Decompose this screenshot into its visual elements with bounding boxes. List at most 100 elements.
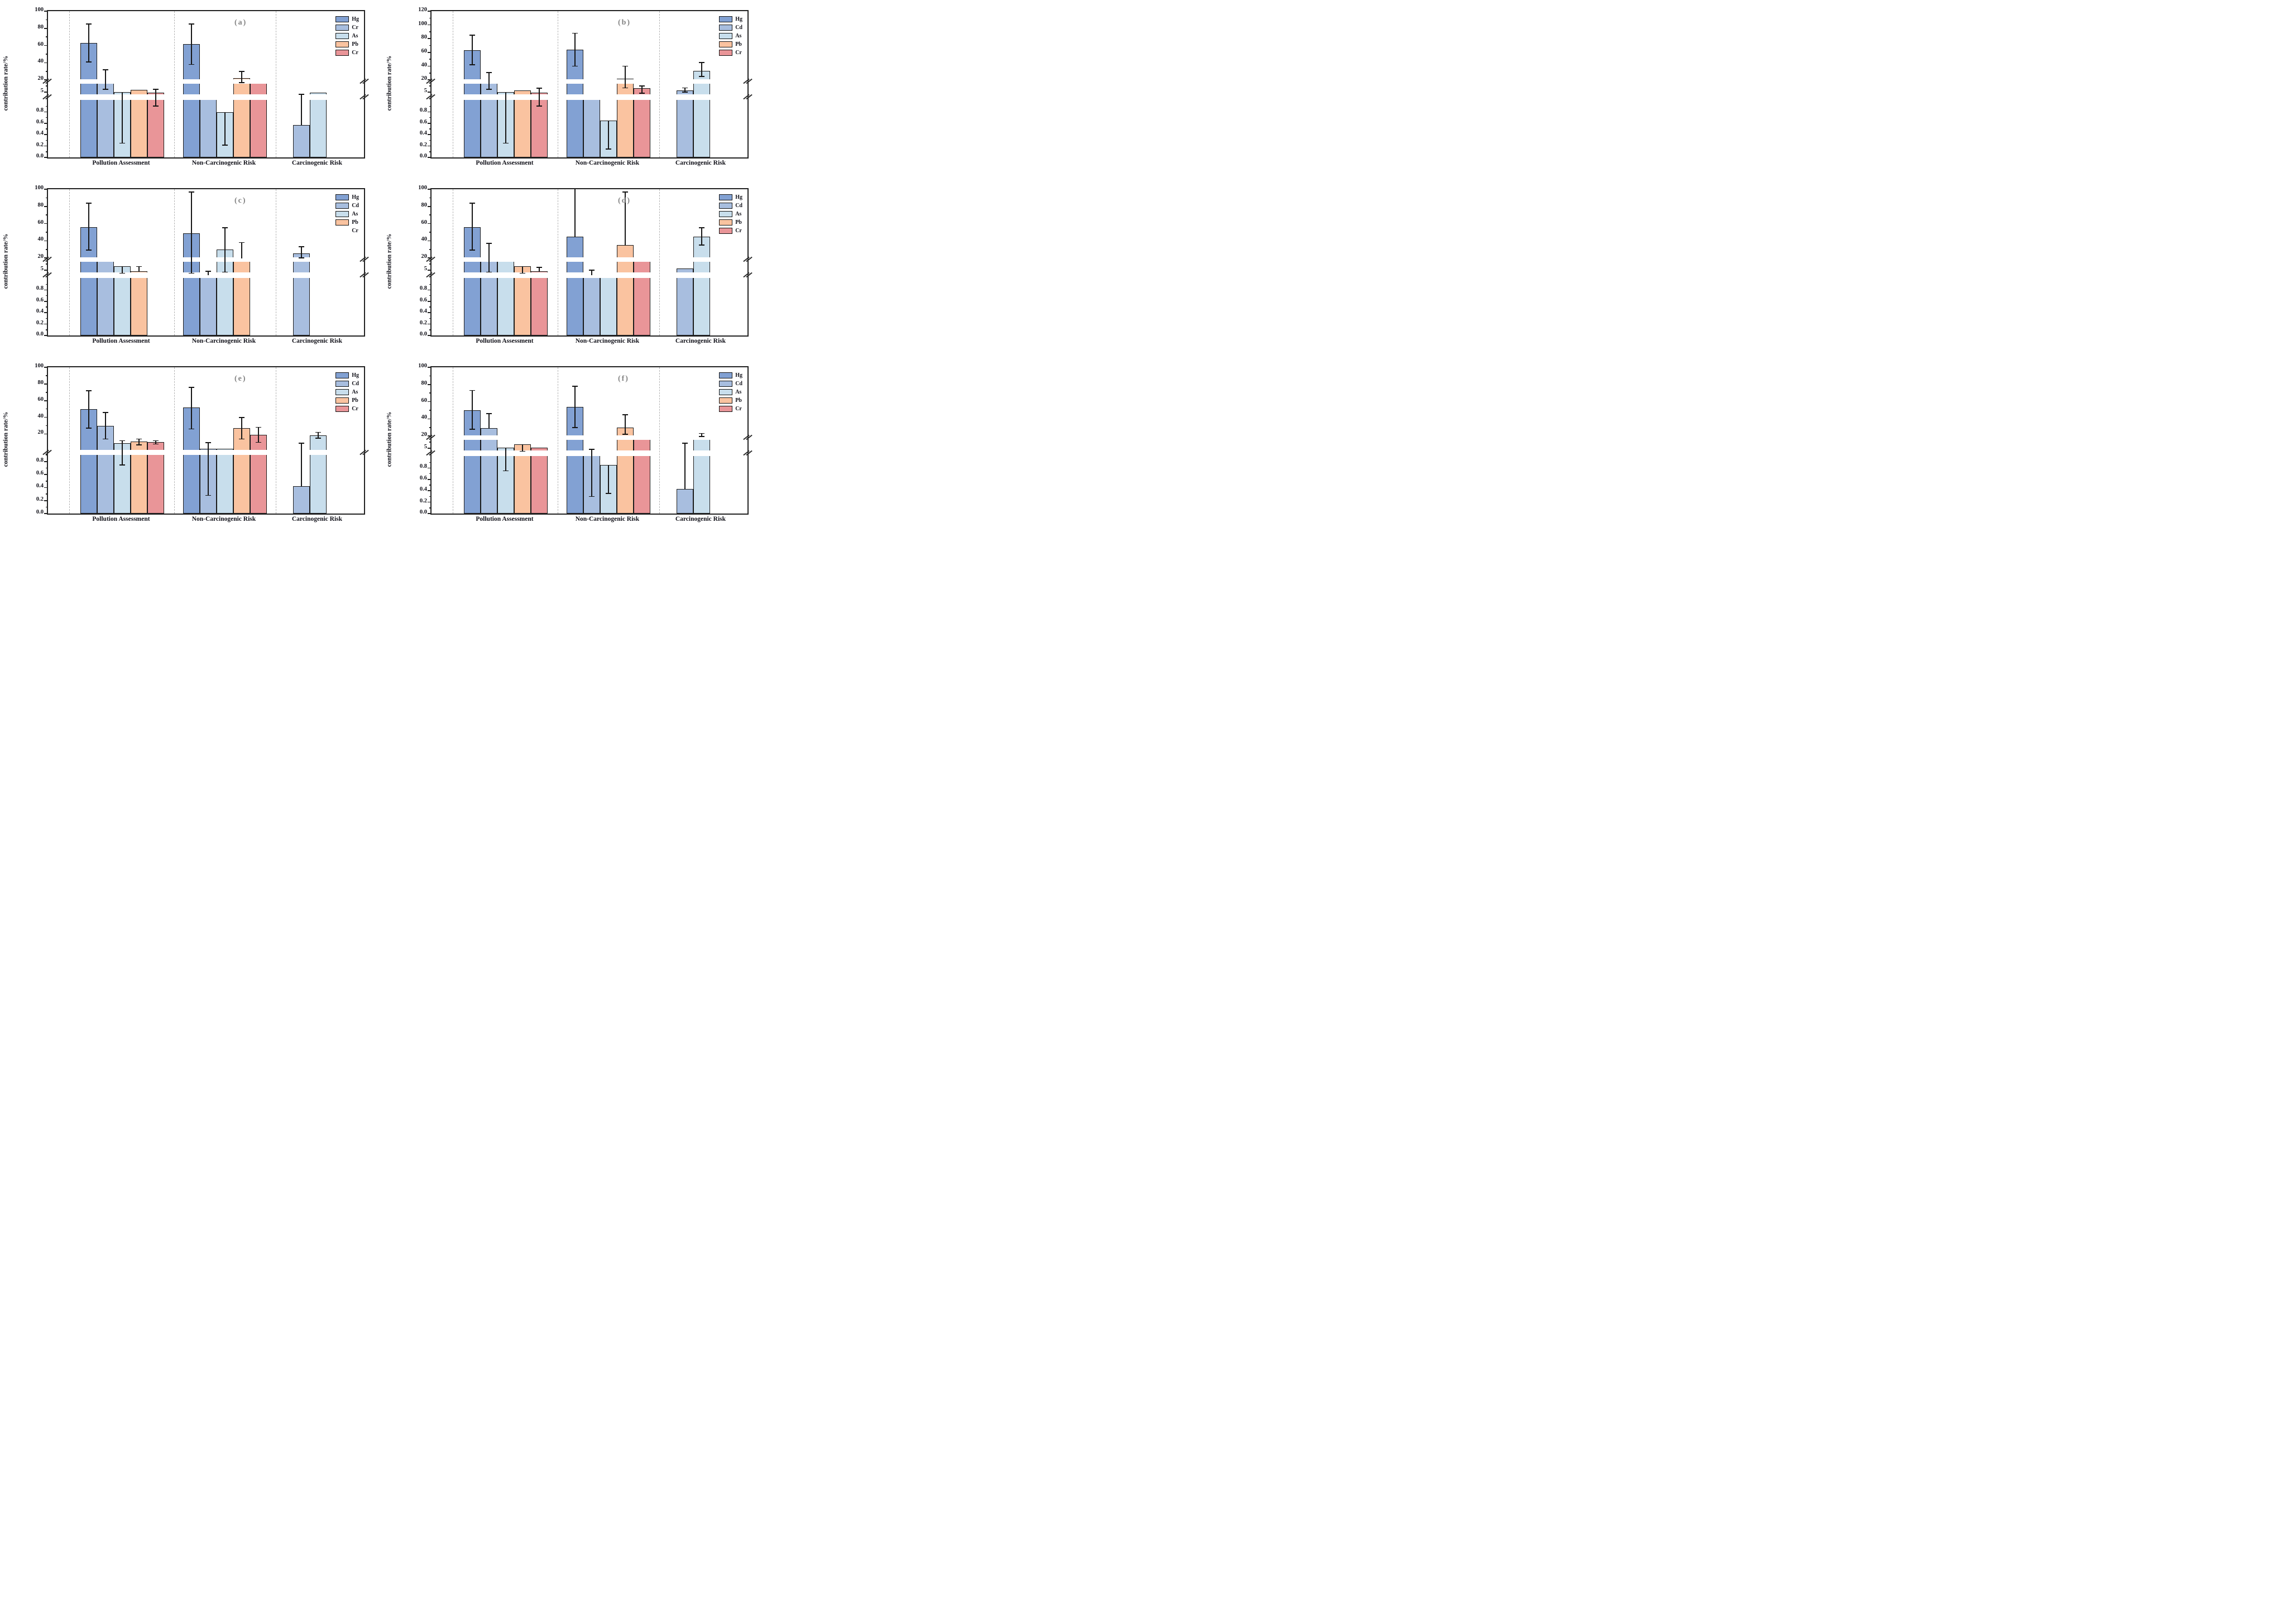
error-bar bbox=[88, 24, 89, 62]
y-tick bbox=[46, 54, 48, 55]
legend-item: Hg bbox=[719, 371, 742, 379]
y-tick-label: 20 bbox=[421, 253, 428, 260]
legend-item: Pb bbox=[335, 396, 359, 404]
y-tick-label: 5 bbox=[40, 265, 44, 272]
legend: Hg Cd As Pb Cr bbox=[719, 15, 742, 57]
legend-label: As bbox=[352, 388, 358, 395]
y-tick bbox=[429, 45, 432, 46]
legend-swatch bbox=[335, 380, 349, 387]
error-bar-cap bbox=[315, 438, 321, 439]
axis-break-stripe bbox=[232, 94, 251, 100]
legend-swatch bbox=[719, 405, 733, 412]
axis-break-stripe bbox=[96, 272, 115, 278]
y-tick-label: 0.2 bbox=[36, 319, 44, 326]
error-bar bbox=[105, 69, 106, 89]
legend-swatch bbox=[335, 397, 349, 404]
axis-break-stripe bbox=[463, 272, 482, 278]
axis-break-stripe bbox=[565, 435, 584, 440]
error-bar-cap bbox=[188, 23, 194, 25]
x-group-label: Pollution Assessment bbox=[476, 160, 534, 166]
y-tick bbox=[429, 31, 432, 32]
y-tick bbox=[428, 479, 432, 480]
legend-swatch bbox=[335, 16, 349, 22]
error-bar-cap bbox=[698, 244, 704, 246]
error-bar-cap bbox=[188, 191, 194, 193]
bar-as bbox=[600, 272, 617, 335]
axis-break-stripe bbox=[480, 272, 498, 278]
axis-break-stripe bbox=[79, 450, 98, 455]
error-bar bbox=[241, 71, 242, 83]
legend-label: Cr bbox=[352, 227, 358, 234]
y-tick bbox=[46, 329, 48, 330]
y-tick bbox=[44, 487, 48, 488]
y-tick bbox=[44, 416, 48, 418]
legend-item: As bbox=[719, 210, 742, 218]
error-bar-cap bbox=[588, 270, 595, 271]
y-tick bbox=[44, 189, 48, 190]
error-bar-cap bbox=[205, 442, 211, 444]
axis-break-icon bbox=[426, 450, 436, 457]
y-tick-label: 80 bbox=[421, 202, 428, 208]
y-axis-label: contribution rate/% bbox=[385, 10, 394, 156]
axis-break-stripe bbox=[565, 94, 584, 100]
bar-pb bbox=[131, 89, 147, 157]
bar-cd bbox=[583, 94, 600, 157]
group-divider bbox=[69, 367, 70, 514]
y-tick bbox=[44, 123, 48, 124]
bar-cr bbox=[531, 271, 548, 335]
legend: Hg Cd As Pb Cr bbox=[335, 371, 359, 413]
axis-break-stripe bbox=[692, 272, 711, 278]
axis-break-stripe bbox=[565, 79, 584, 84]
error-bar bbox=[625, 66, 626, 88]
error-bar bbox=[105, 412, 106, 439]
error-bar-cap bbox=[469, 390, 475, 391]
y-tick bbox=[429, 284, 432, 285]
figure-grid: contribution rate/% Hg Cr As Pb Cr (a) 0.0 0.2 0.… bbox=[0, 0, 769, 541]
error-bar-cap bbox=[119, 272, 125, 274]
plot-area: Hg Cd As Pb Cr (b) bbox=[426, 10, 752, 159]
y-tick-label: 0.4 bbox=[36, 308, 44, 315]
legend-swatch bbox=[335, 194, 349, 200]
bar-pb bbox=[233, 428, 250, 514]
axis-break-icon bbox=[743, 272, 753, 279]
legend-item: Pb bbox=[335, 40, 359, 48]
error-bar-cap bbox=[119, 142, 125, 144]
y-tick bbox=[429, 85, 432, 87]
error-bar bbox=[522, 444, 523, 452]
error-bar bbox=[88, 203, 89, 251]
error-bar bbox=[608, 465, 609, 494]
error-bar bbox=[625, 414, 626, 435]
y-tick-label: 0.8 bbox=[36, 107, 44, 114]
axis-break-icon bbox=[42, 94, 52, 100]
y-tick bbox=[46, 493, 48, 495]
bar-cd bbox=[97, 258, 114, 335]
y-tick bbox=[46, 36, 48, 37]
error-bar bbox=[191, 191, 192, 274]
legend-swatch bbox=[719, 388, 733, 395]
y-tick bbox=[429, 485, 432, 486]
axis-break-stripe bbox=[480, 94, 498, 100]
error-bar-cap bbox=[682, 442, 688, 444]
axis-break-stripe bbox=[496, 257, 515, 262]
x-group-label: Non-Carcinogenic Risk bbox=[575, 516, 640, 522]
axis-break-stripe bbox=[615, 272, 635, 278]
axis-break-icon bbox=[426, 94, 436, 100]
error-bar-cap bbox=[698, 433, 704, 434]
y-tick bbox=[429, 214, 432, 215]
error-bar-cap bbox=[222, 271, 228, 273]
axis-break-stripe bbox=[96, 450, 115, 455]
y-tick bbox=[429, 496, 432, 497]
error-bar-cap bbox=[222, 144, 228, 146]
axis-break-stripe bbox=[565, 450, 584, 456]
group-divider bbox=[69, 11, 70, 157]
error-bar bbox=[701, 63, 702, 76]
legend-label: Pb bbox=[352, 397, 358, 404]
error-bar-cap bbox=[315, 431, 321, 433]
y-tick bbox=[44, 289, 48, 291]
y-tick-label: 0.6 bbox=[36, 118, 44, 125]
legend-item: Hg bbox=[335, 371, 359, 379]
group-divider bbox=[174, 189, 175, 335]
y-tick-label: 100 bbox=[418, 363, 427, 369]
error-bar-cap bbox=[103, 438, 108, 440]
bar-cd bbox=[676, 268, 693, 335]
